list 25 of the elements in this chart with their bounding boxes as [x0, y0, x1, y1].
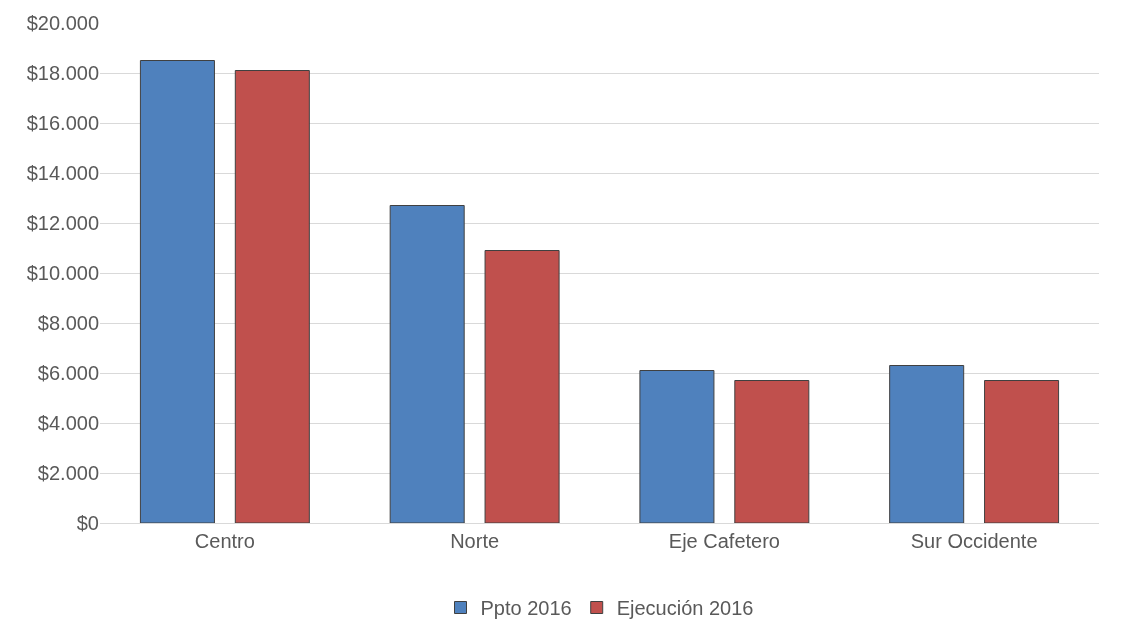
y-tick-label: $2.000	[37, 462, 99, 484]
bar	[734, 380, 810, 523]
bar	[139, 60, 215, 523]
y-tick-label: $16.000	[26, 112, 99, 134]
x-tick-label: Centro	[194, 530, 255, 552]
y-tick-label: $10.000	[26, 262, 99, 284]
bar	[984, 380, 1060, 523]
y-tick-label: $8.000	[37, 312, 99, 334]
y-tick-label: $6.000	[37, 362, 99, 384]
y-tick-label: $0	[76, 512, 99, 534]
x-tick-label: Sur Occidente	[910, 530, 1038, 552]
x-tick-label: Eje Cafetero	[668, 530, 780, 552]
legend-label: Ppto 2016	[480, 597, 572, 620]
x-tick-label: Norte	[450, 530, 500, 552]
bar	[234, 70, 310, 523]
y-tick-label: $14.000	[26, 162, 99, 184]
y-tick-label: $18.000	[26, 62, 99, 84]
y-tick-label: $4.000	[37, 412, 99, 434]
y-tick-label: $20.000	[26, 12, 99, 34]
y-tick-label: $12.000	[26, 212, 99, 234]
bar	[484, 250, 560, 523]
bar	[389, 205, 465, 523]
bar	[889, 365, 965, 523]
legend-label: Ejecución 2016	[616, 597, 754, 620]
bar	[639, 370, 715, 523]
